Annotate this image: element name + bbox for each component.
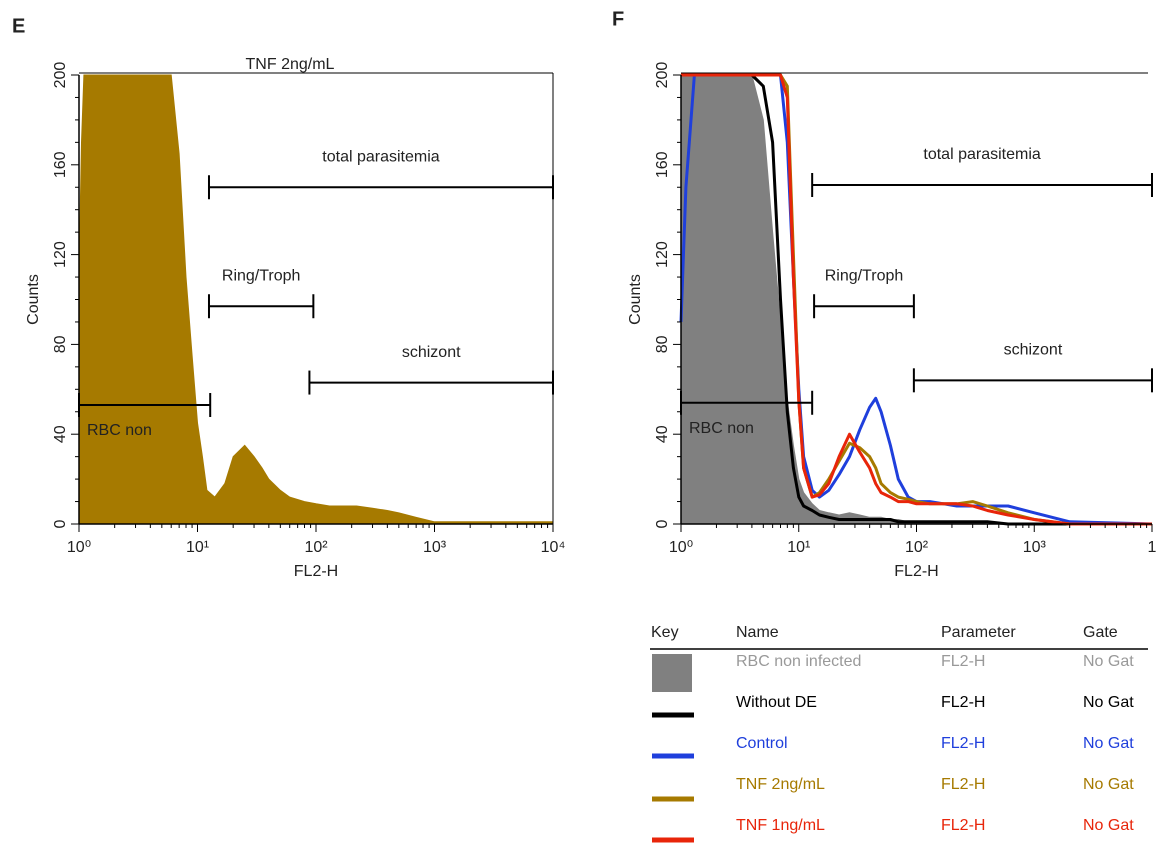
y-tick-label: 200 (654, 62, 671, 89)
chart-title: TNF 2ng/mL (246, 56, 335, 73)
legend-parameter: FL2-H (941, 776, 985, 793)
x-tick-label: 10¹ (787, 539, 810, 556)
x-tick-label: 10² (905, 539, 929, 556)
legend-name: Without DE (736, 694, 817, 711)
x-tick-label: 10⁴ (541, 539, 566, 556)
legend-parameter: FL2-H (941, 653, 985, 670)
panel-label: F (612, 8, 624, 30)
gate-label: RBC non (689, 420, 754, 437)
legend-name: TNF 2ng/mL (736, 776, 825, 793)
gate-label: schizont (1004, 342, 1063, 359)
gate-label: total parasitemia (923, 146, 1040, 163)
y-tick-label: 120 (52, 241, 69, 268)
legend-parameter: FL2-H (941, 694, 985, 711)
x-tick-label: 10³ (1023, 539, 1047, 556)
y-tick-label: 40 (52, 425, 69, 443)
gate-label: Ring/Troph (825, 267, 904, 284)
x-tick-label: 10² (304, 539, 328, 556)
x-tick-label: 10¹ (186, 539, 209, 556)
gate-label: total parasitemia (322, 148, 439, 165)
y-tick-label: 120 (654, 241, 671, 268)
legend-gate: No Gat (1083, 735, 1134, 752)
gate-label: Ring/Troph (222, 267, 301, 284)
y-tick-label: 0 (52, 519, 69, 528)
x-tick-label: 10³ (423, 539, 447, 556)
y-tick-label: 0 (654, 519, 671, 528)
panel-label: E (12, 15, 25, 37)
legend-header: Name (736, 624, 779, 641)
x-tick-label: 10⁰ (669, 539, 693, 556)
legend-header: Parameter (941, 624, 1016, 641)
legend-gate: No Gat (1083, 653, 1134, 670)
legend-swatch (652, 654, 692, 692)
legend-name: TNF 1ng/mL (736, 817, 825, 834)
series-line (681, 73, 1152, 526)
y-axis-label: Counts (25, 274, 42, 325)
y-tick-label: 40 (654, 425, 671, 443)
legend-header: Key (651, 624, 679, 641)
gate-label: schizont (402, 344, 461, 361)
legend-parameter: FL2-H (941, 817, 985, 834)
legend-name: RBC non infected (736, 653, 861, 670)
series-area (78, 74, 554, 525)
y-axis-label: Counts (627, 274, 644, 325)
x-axis-label: FL2-H (894, 563, 938, 580)
y-tick-label: 160 (52, 151, 69, 178)
legend-name: Control (736, 735, 788, 752)
legend-gate: No Gat (1083, 776, 1134, 793)
y-tick-label: 80 (654, 335, 671, 353)
legend-header: Gate (1083, 624, 1118, 641)
series-area (680, 74, 1152, 525)
legend-parameter: FL2-H (941, 735, 985, 752)
x-tick-label: 10⁰ (67, 539, 91, 556)
y-tick-label: 80 (52, 335, 69, 353)
y-tick-label: 160 (654, 151, 671, 178)
x-tick-label: 1 (1148, 539, 1157, 556)
y-tick-label: 200 (52, 62, 69, 89)
x-axis-label: FL2-H (294, 563, 338, 580)
legend-gate: No Gat (1083, 694, 1134, 711)
legend-gate: No Gat (1083, 817, 1134, 834)
gate-label: RBC non (87, 422, 152, 439)
